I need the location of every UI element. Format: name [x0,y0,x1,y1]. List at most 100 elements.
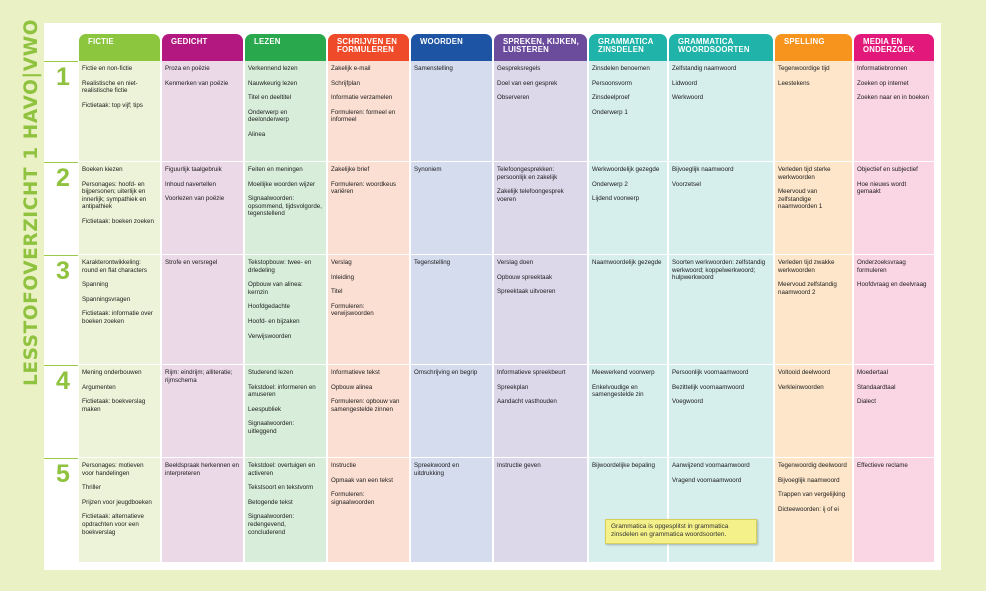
topic-item: Nauwkeurig lezen [248,79,298,87]
topic-item: Studerend lezen [248,369,294,376]
topic-item: Meewerkend voorwerp [592,369,655,376]
topic-item: Persoonsvorm [592,79,632,87]
topic-cell: Informatiebronnen Zoeken op internet Zoeke… [854,61,934,162]
row-number: 4 [56,367,70,395]
row-divider [44,162,78,163]
row-number: 5 [56,460,70,488]
topic-item: Vragend voornaamwoord [672,476,742,484]
column-header: FICTIE [79,34,160,61]
topic-item: Mening onderbouwen [82,369,142,376]
topic-cell: Tegenwoordig deelwoord Bijvoeglijk naamwo… [775,458,852,563]
topic-item: Opbouw spreektaak [497,273,553,281]
topic-item: Meervoud zelfstandig naamwoord 2 [778,281,837,296]
topic-cell: Informatieve tekst Opbouw alinea Formulere… [328,365,409,458]
topic-item: Proza en poëzie [165,65,210,72]
topic-item: Spanningsvragen [82,295,131,303]
column-header: SPREKEN, KIJKEN, LUISTEREN [494,34,587,61]
topic-item: Instructie [331,462,357,469]
topic-item: Hoofd- en bijzaken [248,317,300,325]
grammar-note: Grammatica is opgesplitst in grammatica … [605,519,757,544]
topic-item: Voltooid deelwoord [778,369,831,376]
row-number: 3 [56,257,70,285]
topic-item: Fictietaak: top vijf; tips [82,101,143,109]
topic-item: Omschrijving en begrip [414,369,478,376]
topic-item: Zoeken op internet [857,79,909,87]
topic-item: Verleden tijd zwakke werkwoorden [778,259,835,274]
topic-cell: Objectief en subjectief Hoe nieuws wordt … [854,162,934,255]
topic-item: Tekstopbouw: twee- en drledeling [248,259,312,274]
topic-item: Aanwijzend voornaamwoord [672,462,750,469]
row-divider [44,255,78,256]
topic-cell: Bijvoeglijk naamwoord Voorzetsel [669,162,773,255]
topic-item: Objectief en subjectief [857,166,918,173]
topic-cell: Karakterontwikkeling: round en flat char… [79,255,160,365]
overview-title: LESSTOFOVERZICHT 1 HAVO|VWO [21,18,43,386]
topic-item: Standaardtaal [857,383,896,391]
topic-cell: Verleden tijd zwakke werkwoorden Meervoud… [775,255,852,365]
topic-item: Leestekens [778,79,810,87]
topic-item: Fictie en non-fictie [82,65,133,72]
topic-item: Tekstdoel: overtuigen en activeren [248,462,316,477]
topic-item: Kenmerken van poëzie [165,79,229,87]
topic-item: Rijm: eindrijm; alliteratie; rijmschema [165,369,233,384]
topic-item: Persoonlijk voornaamwoord [672,369,749,376]
topic-item: Hoe nieuws wordt gemaakt [857,180,907,196]
topic-cell: Instructie Opmaak van een tekst Formuleren… [328,458,409,563]
topic-item: Personages: motieven voor handelingen [82,462,144,477]
topic-cell: Effectieve reclame [854,458,934,563]
topic-cell: Spreekwoord en uitdrukking [411,458,492,563]
topic-item: Gespreksregels [497,65,541,72]
topic-cell: Verslag doen Opbouw spreektaak Spreektaak … [494,255,587,365]
topic-item: Lijdend voorwerp [592,195,640,203]
topic-item: Zoeken naar en in boeken [857,94,929,102]
topic-item: Tegenwoordige tijd [778,65,830,72]
topic-item: Strofe en versregel [165,259,218,266]
topic-cell: Moedertaal Standaardtaal Dialect [854,365,934,458]
row-number: 1 [56,63,70,91]
topic-cell: Bijwoordelijke bepaling [589,458,667,563]
topic-cell: Persoonlijk voornaamwoord Bezittelijk voo… [669,365,773,458]
topic-item: Tekstsoort en tekstvorm [248,484,314,492]
topic-item: Enkelvoudige en samengestelde zin [592,383,644,399]
topic-item: Informatieve tekst [331,369,380,376]
topic-item: Fictietaak: alternatieve opdrachten voor… [82,513,144,536]
topic-cell: Zakelijke brief Formuleren: woordkeus var… [328,162,409,255]
topic-item: Formuleren: formeel en informeel [331,108,396,124]
row-divider [44,61,78,62]
topic-item: Moedertaal [857,369,888,376]
topic-cell: Tekstopbouw: twee- en drledeling Opbouw v… [245,255,326,365]
topic-cell: Feiten en meningen Moeilijke woorden wijz… [245,162,326,255]
topic-cell: Soorten werkwoorden: zelfstandig werkwoo… [669,255,773,365]
topic-cell: Boeken kiezen Personages: hoofd- en bijpe… [79,162,160,255]
topic-item: Realistische en niet-realistische fictie [82,79,138,95]
topic-cell: Meewerkend voorwerp Enkelvoudige en samen… [589,365,667,458]
topic-item: Instructie geven [497,462,541,469]
topic-item: Argumenten [82,383,116,391]
topic-cell: Samenstelling [411,61,492,162]
topic-item: Feiten en meningen [248,166,303,173]
topic-item: Voegwoord [672,398,703,406]
topic-cell: Onderzoeksvraag formuleren Hoofdvraag en … [854,255,934,365]
column-header: SCHRIJVEN EN FORMULEREN [328,34,409,61]
topic-item: Trappen van vergelijking [778,491,846,499]
topic-item: Dialect [857,398,876,406]
topic-item: Bijvoeglijk naamwoord [778,476,840,484]
topic-cell: Tegenwoordige tijd Leestekens [775,61,852,162]
topic-cell: Beeldspraak herkennen en interpreteren [162,458,243,563]
row-divider [44,458,78,459]
topic-item: Prijzen voor jeugdboeken [82,498,152,506]
topic-item: Onderwerp 1 [592,108,628,116]
topic-cell: Verleden tijd sterke werkwoorden Meervoud… [775,162,852,255]
topic-cell: Verkennend lezen Nauwkeurig lezen Titel en… [245,61,326,162]
topic-item: Inhoud navertellen [165,180,216,188]
topic-item: Meervoud van zelfstandige naamwoorden 1 [778,188,823,211]
topic-item: Opbouw alinea [331,383,373,391]
topic-item: Telefoongesprekken: persoonlijk en zakel… [497,166,558,181]
topic-item: Zakelijk telefoongesprek voeren [497,188,564,203]
topic-item: Leespubliek [248,405,282,413]
topic-item: Hoofdgedachte [248,303,290,311]
row-number: 2 [56,164,70,192]
topic-cell: Fictie en non-fictie Realistische en niet… [79,61,160,162]
curriculum-table: FICTIE GEDICHT LEZEN SCHRIJVEN EN FORMULERE… [79,34,934,563]
topic-item: Onderwerp 2 [592,180,628,188]
